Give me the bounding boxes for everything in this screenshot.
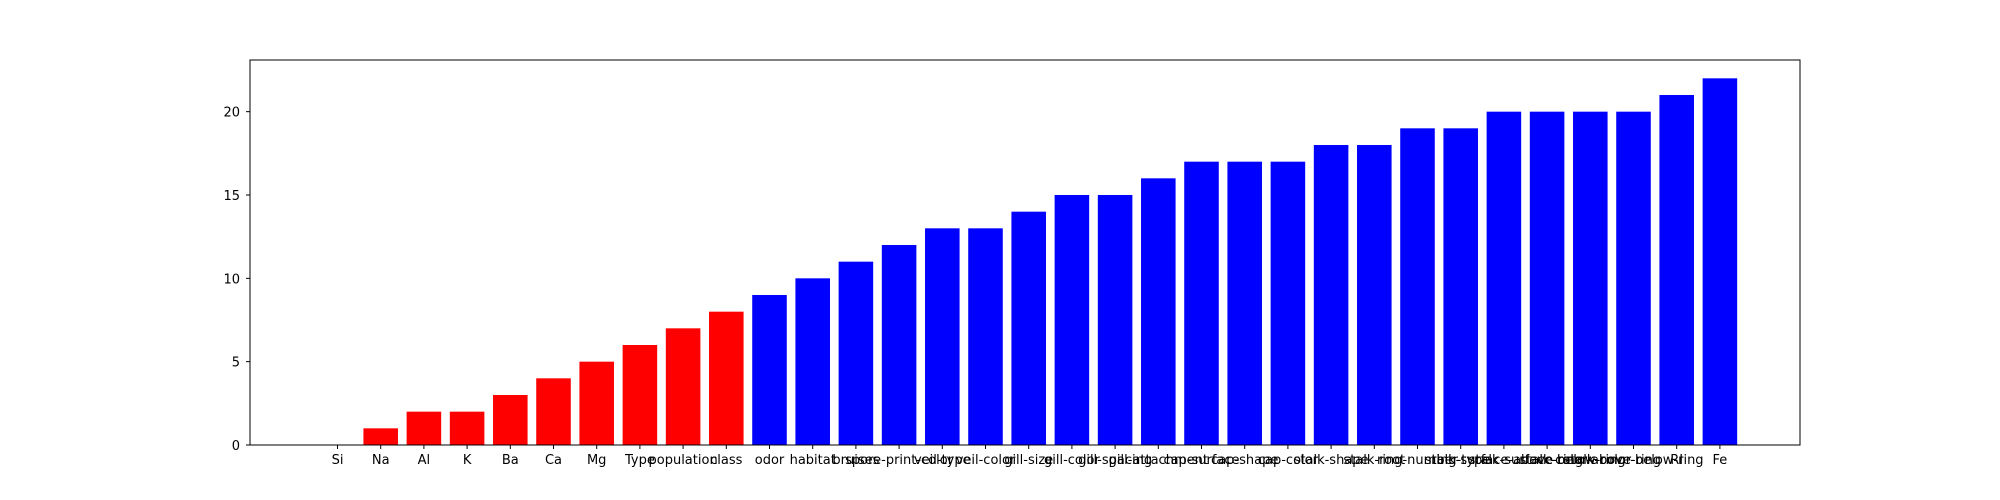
bar-gill-attachment (1141, 178, 1176, 445)
x-tick-label: Mg (587, 453, 606, 468)
bar-Ca (536, 378, 571, 445)
x-tick-label: class (710, 453, 742, 468)
bar-ring-type (1443, 128, 1478, 445)
bar-stalk-shape (1313, 145, 1349, 445)
x-tick-label: gill-size (1004, 453, 1053, 468)
x-tick-label: K (463, 453, 472, 468)
x-tick-label: stalk-color-above-ring (1520, 453, 1662, 468)
x-tick-label: population (649, 453, 718, 468)
bar-class (709, 311, 744, 445)
bar-gill-color (1054, 195, 1090, 445)
bar-habitat (795, 278, 830, 445)
x-tick-label: Ca (545, 453, 562, 468)
bar-K (449, 411, 485, 445)
y-tick-label: 10 (223, 272, 240, 287)
bar-stalk-color-above-ring (1573, 111, 1608, 446)
bar-Na (363, 428, 398, 445)
bar-cap-color (1270, 161, 1306, 446)
bar-Ba (493, 395, 528, 445)
bar-gill-size (1011, 211, 1046, 445)
bar-Fe (1702, 78, 1738, 445)
bar-spore-print-color (881, 245, 917, 445)
bar-stalk-surface-above-ring (1486, 111, 1522, 446)
x-tick-label: cap-shape (1211, 453, 1278, 468)
x-tick-label: veil-color (956, 453, 1016, 468)
x-tick-label: cap-color (1258, 453, 1319, 468)
x-tick-label: stalk-surface-above-ring (1425, 453, 1583, 468)
bar-odor (752, 295, 787, 445)
x-tick-label: gill-color (1044, 453, 1100, 468)
bar-ring-number (1400, 128, 1435, 445)
x-tick-label: ring-type (1431, 453, 1490, 468)
x-tick-label: Ba (502, 453, 519, 468)
bar-cap-shape (1227, 161, 1262, 446)
x-tick-label: cap-surface (1163, 453, 1239, 468)
y-tick-label: 5 (232, 356, 240, 371)
x-tick-label: gill-spacing (1078, 453, 1152, 468)
bar-veil-color (968, 228, 1003, 445)
bar-stalk-surface-below-ring (1529, 111, 1565, 446)
bar-Type (622, 345, 658, 445)
x-tick-label: habitat (790, 453, 836, 468)
x-tick-label: Al (418, 453, 431, 468)
bar-cap-surface (1184, 161, 1219, 446)
x-tick-label: spore-print-color (845, 453, 954, 468)
bar-RI (1659, 95, 1694, 445)
x-tick-label: stalk-color-below-ring (1563, 453, 1703, 468)
x-tick-label: Fe (1713, 453, 1728, 468)
bar-Al (406, 411, 442, 445)
bar-stalk-color-below-ring (1616, 111, 1651, 446)
y-axis-ticks: 0 5 10 15 20 (223, 106, 250, 454)
x-tick-label: Na (372, 453, 390, 468)
x-tick-label: Type (624, 453, 655, 468)
x-tick-label: stalk-root (1343, 453, 1405, 468)
x-tick-label: veil-type (914, 453, 971, 468)
bar-bruises (838, 261, 874, 445)
bar-population (665, 328, 701, 445)
y-tick-label: 15 (223, 189, 240, 204)
plot-frame (249, 59, 1801, 446)
x-tick-label: stalk-surface-below-ring (1469, 453, 1626, 468)
bar-veil-type (925, 228, 960, 445)
x-tick-label: Si (332, 453, 344, 468)
x-tick-label: ring-number (1377, 453, 1459, 468)
bar-stalk-root (1357, 145, 1392, 445)
y-tick-label: 20 (223, 106, 240, 121)
y-tick-label: 0 (232, 439, 240, 454)
x-tick-label: bruises (832, 453, 879, 468)
x-tick-label: RI (1670, 453, 1683, 468)
bars-group (363, 78, 1738, 446)
x-tick-label: odor (755, 453, 785, 468)
x-tick-label: stalk-shape (1294, 453, 1369, 468)
bar-gill-spacing (1097, 195, 1133, 445)
bar-Mg (579, 361, 614, 445)
x-tick-label: gill-attachment (1109, 453, 1208, 468)
